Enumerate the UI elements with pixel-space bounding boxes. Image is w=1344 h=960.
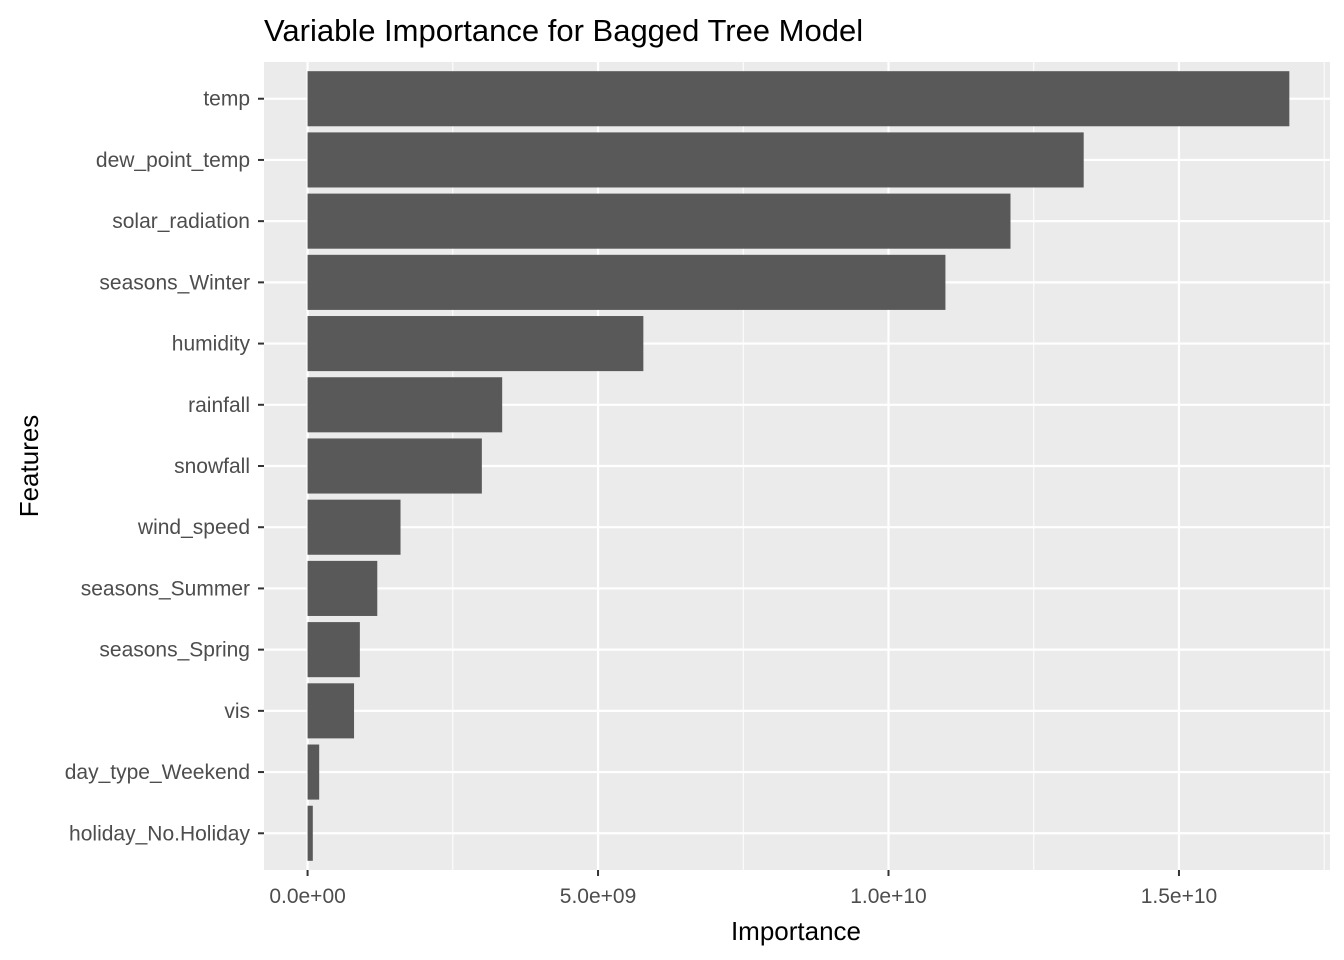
bar: [307, 254, 946, 310]
y-axis: holiday_No.Holiday day_type_Weekend vis sea…: [65, 88, 264, 845]
y-tick-label: humidity: [172, 333, 251, 356]
x-axis: 0.0e+00 5.0e+09 1.0e+10 1.5e+10: [269, 870, 1217, 908]
bar: [307, 805, 313, 861]
y-tick-label: seasons_Spring: [99, 639, 250, 662]
y-tick-label: rainfall: [188, 394, 250, 417]
bar: [307, 560, 378, 616]
y-tick-label: seasons_Winter: [99, 271, 250, 294]
bars: [307, 71, 1290, 861]
y-tick-label: snowfall: [174, 455, 250, 478]
x-tick-label: 1.0e+10: [850, 885, 927, 908]
y-tick-label: holiday_No.Holiday: [69, 822, 250, 845]
y-tick-label: vis: [224, 700, 250, 723]
bar: [307, 377, 503, 433]
x-tick-label: 1.5e+10: [1141, 885, 1218, 908]
bar: [307, 132, 1084, 188]
x-tick-label: 0.0e+00: [269, 885, 346, 908]
bar: [307, 316, 644, 372]
y-axis-title: Features: [14, 415, 44, 518]
y-tick-label: seasons_Summer: [81, 577, 250, 600]
bar: [307, 744, 320, 800]
bar: [307, 438, 482, 494]
bar: [307, 499, 401, 555]
x-axis-title: Importance: [731, 916, 861, 946]
y-tick-label: day_type_Weekend: [65, 761, 250, 784]
y-tick-label: solar_radiation: [112, 210, 250, 233]
y-tick-label: temp: [203, 88, 250, 111]
y-tick-label: wind_speed: [137, 516, 250, 539]
y-tick-label: dew_point_temp: [96, 149, 250, 172]
bar: [307, 71, 1290, 127]
chart-title: Variable Importance for Bagged Tree Mode…: [264, 13, 863, 48]
major-gridlines: [264, 62, 1330, 870]
bar: [307, 622, 360, 678]
bar: [307, 683, 355, 739]
bar: [307, 193, 1011, 249]
x-tick-label: 5.0e+09: [560, 885, 637, 908]
